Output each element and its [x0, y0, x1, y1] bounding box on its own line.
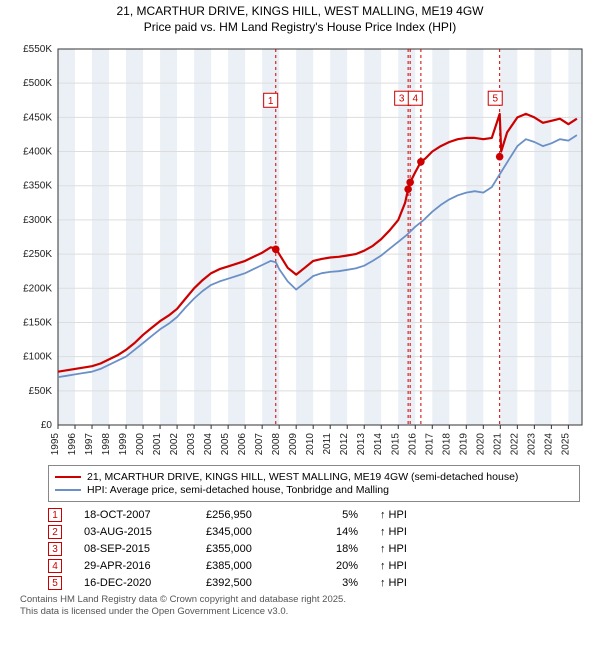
- svg-text:2010: 2010: [305, 433, 316, 456]
- svg-text:2009: 2009: [288, 433, 299, 456]
- event-price: £345,000: [206, 526, 286, 538]
- event-price: £385,000: [206, 560, 286, 572]
- svg-text:£50K: £50K: [29, 386, 53, 397]
- event-arrow: ↑ HPI: [380, 526, 440, 538]
- legend-label: HPI: Average price, semi-detached house,…: [87, 484, 389, 496]
- event-pct: 14%: [308, 526, 358, 538]
- svg-text:2023: 2023: [526, 433, 537, 456]
- svg-text:2024: 2024: [543, 433, 554, 456]
- svg-text:2008: 2008: [271, 433, 282, 456]
- event-row: 4 29-APR-2016 £385,000 20% ↑ HPI: [48, 559, 580, 573]
- chart-area: £0 £50K £100K £150K £200K £250K £300K £350K £400…: [10, 41, 590, 461]
- svg-text:2018: 2018: [441, 433, 452, 456]
- svg-text:2021: 2021: [492, 433, 503, 456]
- event-date: 08-SEP-2015: [84, 543, 184, 555]
- svg-text:1999: 1999: [118, 433, 129, 456]
- event-date: 16-DEC-2020: [84, 577, 184, 589]
- svg-text:2005: 2005: [220, 433, 231, 456]
- svg-text:2025: 2025: [560, 433, 571, 456]
- event-number-box: 4: [48, 559, 62, 573]
- event-arrow: ↑ HPI: [380, 509, 440, 521]
- event-arrow: ↑ HPI: [380, 560, 440, 572]
- event-row: 2 03-AUG-2015 £345,000 14% ↑ HPI: [48, 525, 580, 539]
- event-price: £256,950: [206, 509, 286, 521]
- svg-text:2006: 2006: [237, 433, 248, 456]
- svg-text:£0: £0: [41, 420, 53, 431]
- legend-swatch: [55, 489, 81, 491]
- event-row: 3 08-SEP-2015 £355,000 18% ↑ HPI: [48, 542, 580, 556]
- svg-text:2017: 2017: [424, 433, 435, 456]
- line-chart-svg: £0 £50K £100K £150K £200K £250K £300K £350K £400…: [10, 41, 590, 461]
- svg-text:£450K: £450K: [23, 113, 52, 124]
- svg-text:£500K: £500K: [23, 78, 52, 89]
- svg-text:£350K: £350K: [23, 181, 52, 192]
- event-arrow: ↑ HPI: [380, 543, 440, 555]
- svg-text:£150K: £150K: [23, 318, 52, 329]
- event-pct: 5%: [308, 509, 358, 521]
- legend-row: 21, MCARTHUR DRIVE, KINGS HILL, WEST MAL…: [55, 471, 573, 483]
- svg-text:1: 1: [268, 96, 274, 107]
- event-number-box: 2: [48, 525, 62, 539]
- svg-text:1998: 1998: [101, 433, 112, 456]
- svg-text:5: 5: [492, 94, 498, 105]
- svg-text:1997: 1997: [84, 433, 95, 456]
- event-date: 18-OCT-2007: [84, 509, 184, 521]
- event-number-box: 1: [48, 508, 62, 522]
- event-pct: 18%: [308, 543, 358, 555]
- svg-text:2019: 2019: [458, 433, 469, 456]
- event-number-box: 3: [48, 542, 62, 556]
- svg-text:£100K: £100K: [23, 352, 52, 363]
- svg-text:2004: 2004: [203, 433, 214, 456]
- svg-text:1995: 1995: [50, 433, 61, 456]
- svg-text:2000: 2000: [135, 433, 146, 456]
- svg-text:2015: 2015: [390, 433, 401, 456]
- svg-text:2011: 2011: [322, 433, 333, 455]
- svg-text:2014: 2014: [373, 433, 384, 456]
- event-row: 5 16-DEC-2020 £392,500 3% ↑ HPI: [48, 576, 580, 590]
- event-price: £355,000: [206, 543, 286, 555]
- svg-text:2016: 2016: [407, 433, 418, 456]
- svg-text:2013: 2013: [356, 433, 367, 456]
- svg-text:£300K: £300K: [23, 215, 52, 226]
- svg-text:3: 3: [399, 94, 405, 105]
- svg-text:2001: 2001: [152, 433, 163, 456]
- legend-box: 21, MCARTHUR DRIVE, KINGS HILL, WEST MAL…: [48, 465, 580, 502]
- event-date: 29-APR-2016: [84, 560, 184, 572]
- event-row: 1 18-OCT-2007 £256,950 5% ↑ HPI: [48, 508, 580, 522]
- chart-container: 21, MCARTHUR DRIVE, KINGS HILL, WEST MAL…: [0, 0, 600, 650]
- svg-text:4: 4: [412, 94, 418, 105]
- legend-swatch: [55, 476, 81, 478]
- title-line-1: 21, MCARTHUR DRIVE, KINGS HILL, WEST MAL…: [10, 4, 590, 20]
- event-pct: 20%: [308, 560, 358, 572]
- svg-text:2002: 2002: [169, 433, 180, 456]
- svg-text:2022: 2022: [509, 433, 520, 456]
- svg-text:2007: 2007: [254, 433, 265, 456]
- event-arrow: ↑ HPI: [380, 577, 440, 589]
- event-pct: 3%: [308, 577, 358, 589]
- chart-title: 21, MCARTHUR DRIVE, KINGS HILL, WEST MAL…: [0, 0, 600, 35]
- legend-label: 21, MCARTHUR DRIVE, KINGS HILL, WEST MAL…: [87, 471, 518, 483]
- svg-text:£200K: £200K: [23, 283, 52, 294]
- event-price: £392,500: [206, 577, 286, 589]
- svg-text:2012: 2012: [339, 433, 350, 456]
- svg-text:£550K: £550K: [23, 44, 52, 55]
- event-number-box: 5: [48, 576, 62, 590]
- svg-text:1996: 1996: [67, 433, 78, 456]
- legend-row: HPI: Average price, semi-detached house,…: [55, 484, 573, 496]
- footer-text: Contains HM Land Registry data © Crown c…: [20, 594, 580, 618]
- svg-text:£250K: £250K: [23, 249, 52, 260]
- footer-line-2: This data is licensed under the Open Gov…: [20, 606, 580, 618]
- svg-text:£400K: £400K: [23, 147, 52, 158]
- title-line-2: Price paid vs. HM Land Registry's House …: [10, 20, 590, 36]
- events-table: 1 18-OCT-2007 £256,950 5% ↑ HPI 2 03-AUG-2015 £…: [48, 508, 580, 590]
- event-date: 03-AUG-2015: [84, 526, 184, 538]
- svg-text:2020: 2020: [475, 433, 486, 456]
- svg-text:2003: 2003: [186, 433, 197, 456]
- footer-line-1: Contains HM Land Registry data © Crown c…: [20, 594, 580, 606]
